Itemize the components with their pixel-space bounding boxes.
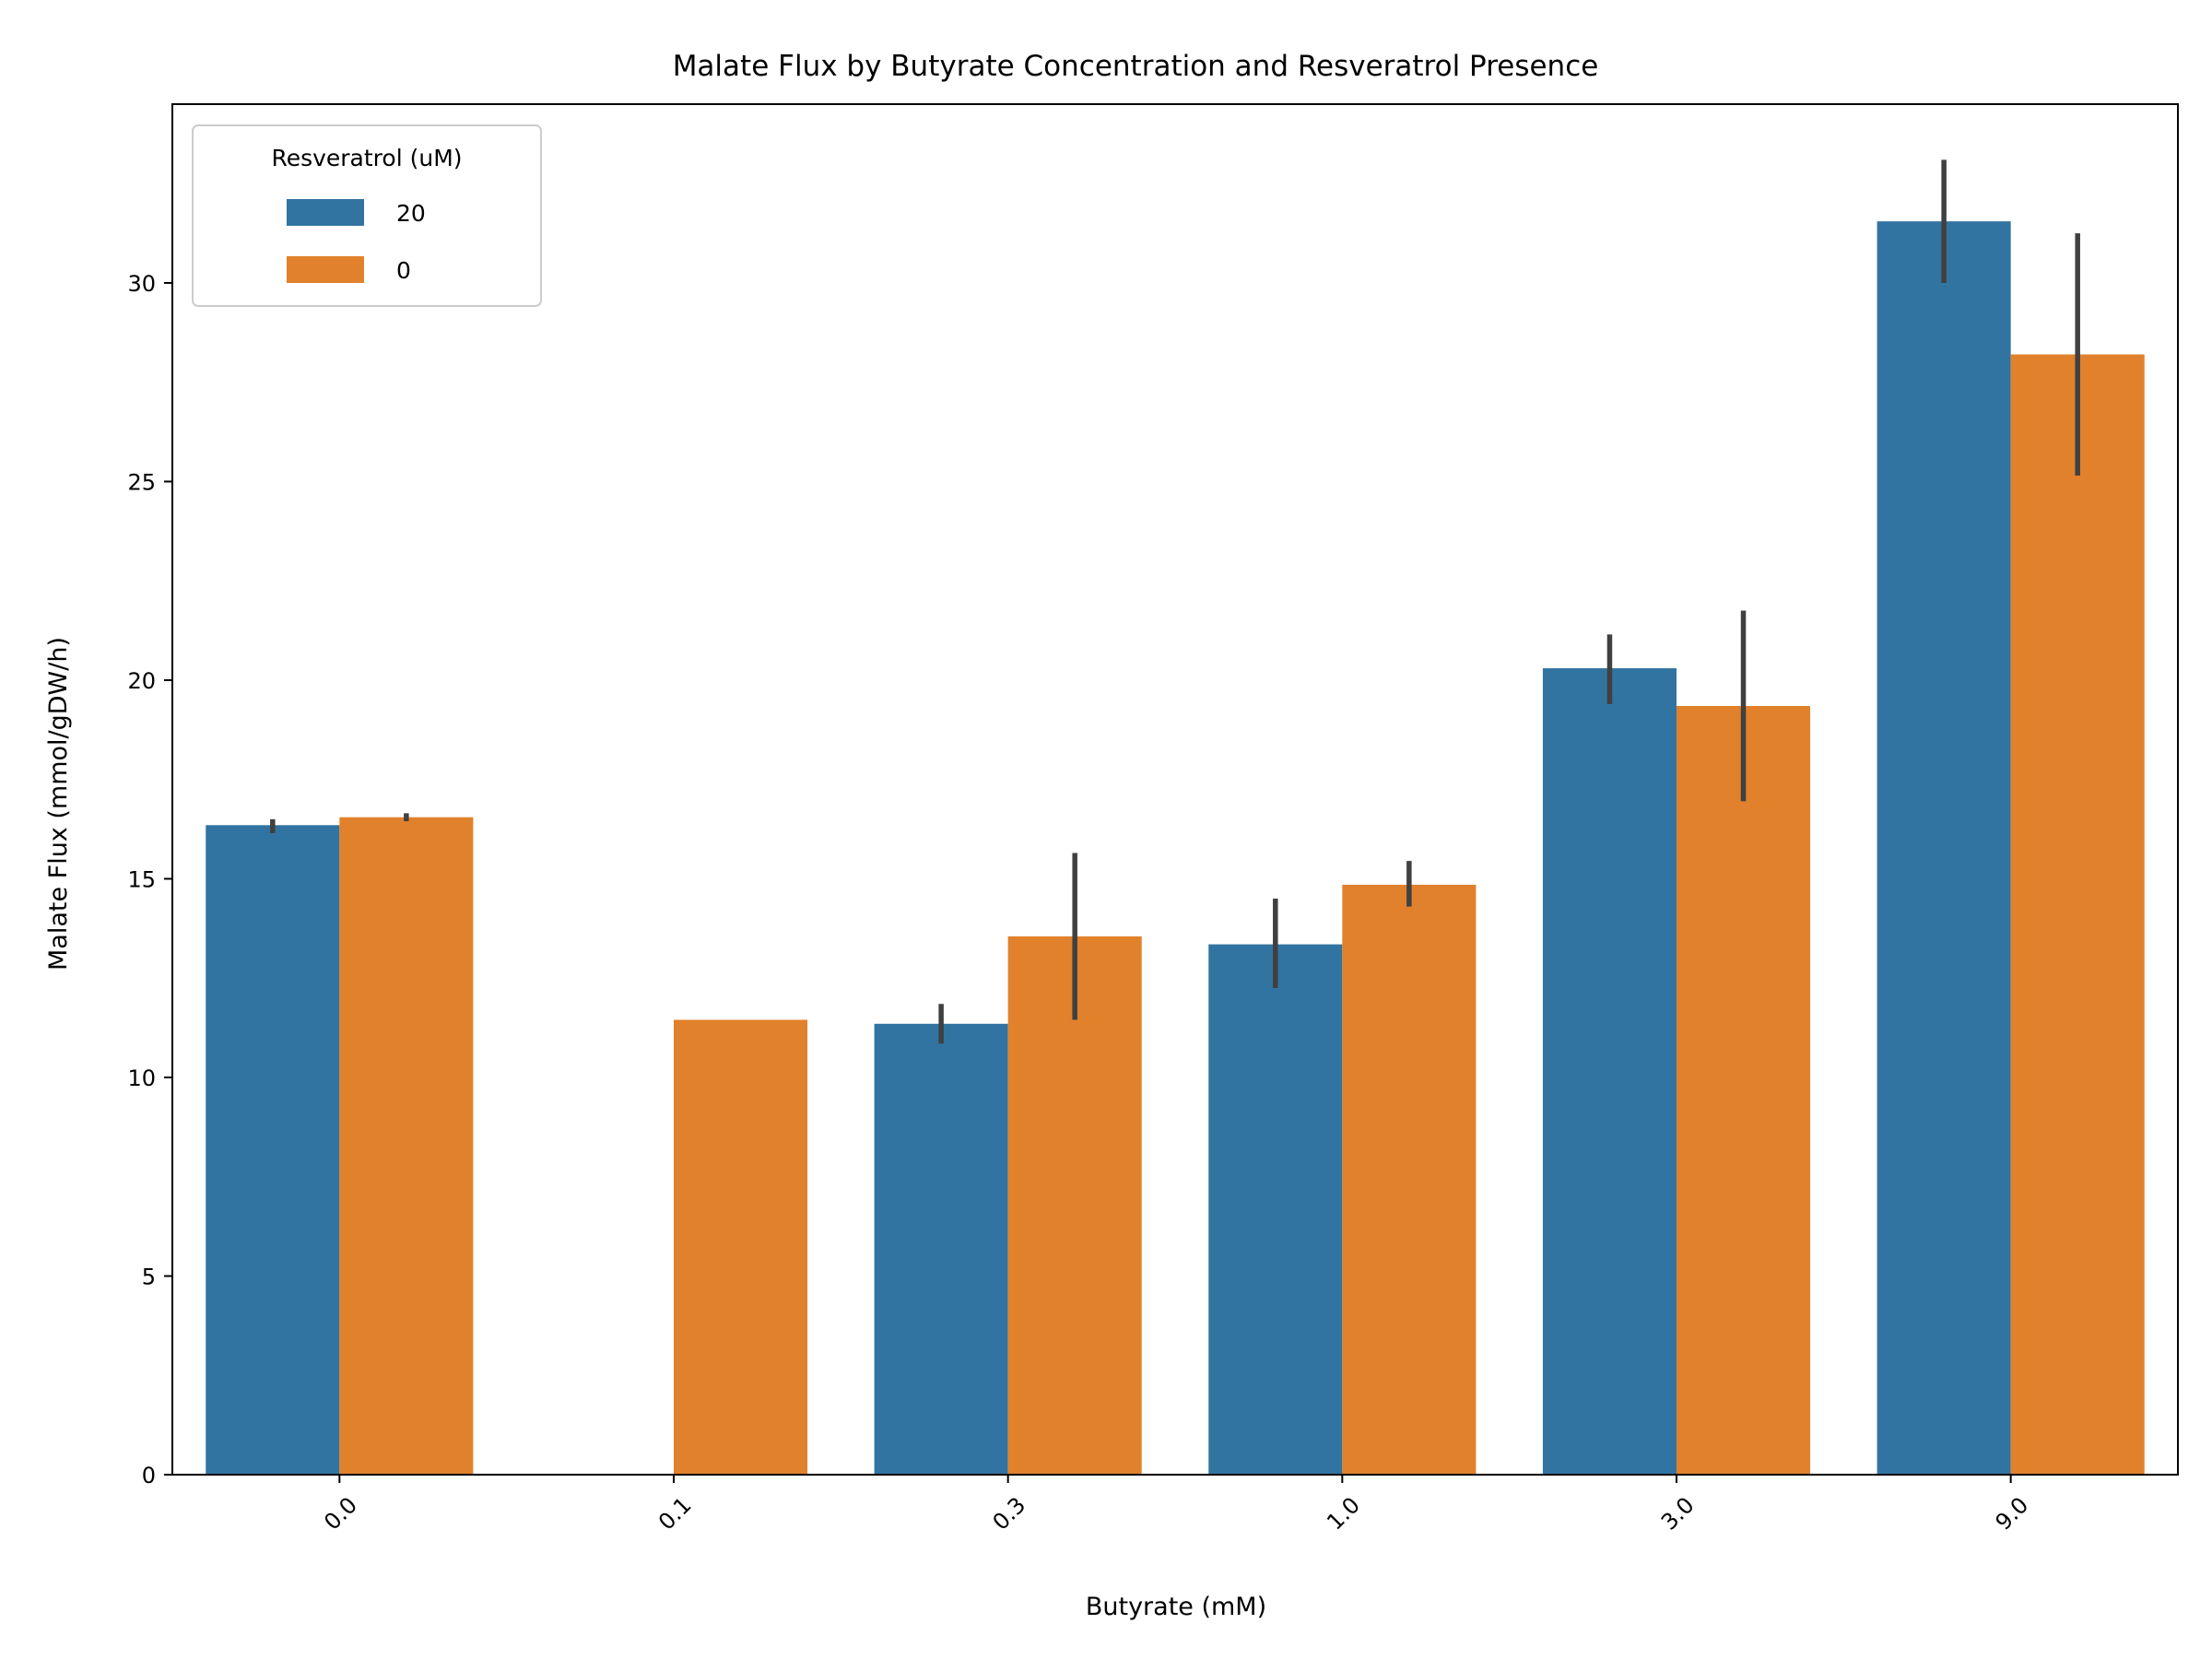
- y-tick-label-6: 30: [127, 271, 156, 297]
- bars-layer: [206, 221, 2145, 1476]
- legend: Resveratrol (uM) 20 0: [192, 124, 542, 307]
- bar-series-1-cat-4: [1677, 705, 1811, 1475]
- bar-series-1-cat-0: [339, 817, 474, 1475]
- y-tick-label-4: 20: [127, 668, 156, 694]
- y-tick-label-0: 0: [142, 1463, 156, 1488]
- legend-label-series-0: 20: [396, 200, 426, 227]
- bar-series-1-cat-3: [1342, 884, 1477, 1475]
- legend-box: [192, 124, 542, 307]
- plot-frame: [171, 103, 2179, 1476]
- y-tick-label-2: 10: [127, 1065, 156, 1091]
- y-tick-label-5: 25: [127, 469, 156, 495]
- bar-series-1-cat-2: [1007, 935, 1142, 1475]
- legend-swatch-series-1: [287, 256, 364, 283]
- bar-series-0-cat-0: [206, 825, 340, 1475]
- bar-series-0-cat-2: [874, 1023, 1008, 1475]
- error-bars-layer: [270, 159, 2080, 1044]
- bar-series-1-cat-5: [2010, 354, 2145, 1476]
- x-axis-label: Butyrate (mM): [1086, 1593, 1266, 1621]
- legend-label-series-1: 0: [396, 257, 411, 284]
- bar-series-0-cat-4: [1542, 668, 1677, 1475]
- y-axis-label: Malate Flux (mmol/gDW/h): [44, 637, 73, 971]
- y-tick-label-1: 5: [142, 1264, 156, 1289]
- bar-series-1-cat-1: [674, 1019, 808, 1475]
- legend-title: Resveratrol (uM): [271, 145, 462, 171]
- legend-swatch-series-0: [287, 199, 364, 226]
- bar-series-0-cat-3: [1208, 944, 1343, 1475]
- y-tick-label-3: 15: [127, 866, 156, 892]
- bar-series-0-cat-5: [1877, 221, 2011, 1475]
- y-axis: 0 5 10 15 20 25 30: [127, 271, 172, 1488]
- chart-title: Malate Flux by Butyrate Concentration an…: [673, 50, 1599, 83]
